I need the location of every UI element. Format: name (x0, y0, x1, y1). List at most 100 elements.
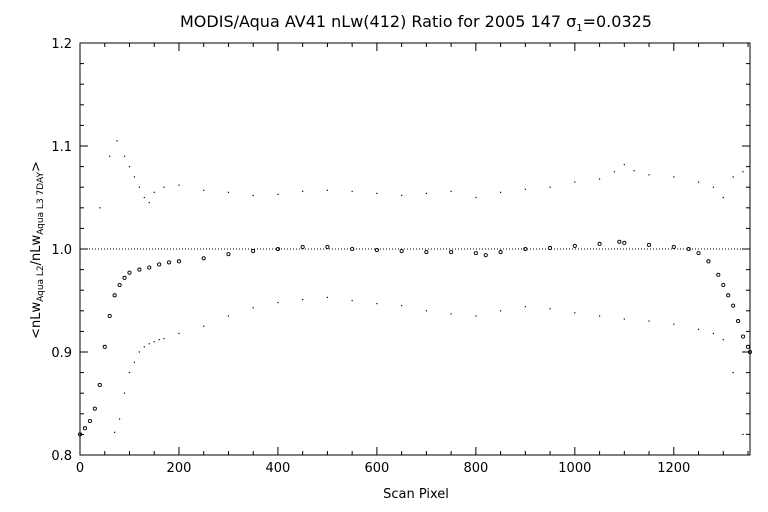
chart-title: MODIS/Aqua AV41 nLw(412) Ratio for 2005 … (180, 12, 652, 34)
y-label-sub1: Aqua L2 (36, 265, 46, 302)
upper-bound-point (116, 140, 118, 142)
lower-bound-point (128, 372, 131, 374)
lower-bound-point (227, 315, 230, 317)
mean-point (745, 344, 751, 349)
lower-bound-point (203, 325, 205, 327)
lower-bound-point (500, 310, 502, 312)
lower-bound-point (138, 351, 140, 353)
mean-point (92, 406, 97, 411)
lower-bound-point (549, 308, 551, 310)
y-label-sub2: Aqua L3 7DAY (36, 172, 46, 235)
lower-bound-point (178, 332, 180, 335)
upper-bound-point (302, 190, 304, 192)
upper-bound-point (633, 170, 635, 172)
lower-bound-point (351, 299, 353, 302)
lower-bound-point (252, 307, 254, 309)
lower-bound-point (742, 433, 744, 435)
mean-point (548, 245, 553, 251)
lower-bound-point (574, 312, 576, 314)
mean-point (686, 246, 691, 252)
upper-bound-point (722, 196, 724, 199)
lower-bound-point (722, 339, 724, 341)
upper-bound-point (712, 186, 714, 188)
y-tick-label: 1.0 (51, 243, 72, 258)
upper-bound-point (475, 196, 477, 199)
lower-bound-point (697, 328, 700, 330)
y-tick-label: 0.9 (51, 346, 72, 361)
mean-point (696, 251, 701, 256)
x-tick-label: 400 (266, 461, 291, 476)
mean-point (275, 246, 280, 252)
lower-bound-point (425, 310, 427, 312)
upper-bound-point (450, 190, 452, 192)
mean-point (622, 240, 627, 245)
chart-title-value: =0.0325 (583, 12, 652, 31)
x-tick-label: 200 (167, 461, 192, 476)
y-tick-label: 1.1 (51, 140, 72, 155)
mean-point (77, 432, 83, 437)
mean-point (731, 303, 736, 308)
lower-bound-point (623, 318, 625, 320)
mean-point (157, 262, 162, 267)
lower-bound-point (158, 339, 160, 341)
mean-point (572, 243, 577, 248)
upper-bound-point (613, 171, 616, 173)
mean-point (741, 334, 746, 339)
lower-bound-point (732, 372, 734, 374)
upper-bound-point (401, 194, 403, 197)
mean-point (176, 259, 182, 264)
upper-bound-point (143, 196, 145, 199)
lower-bound-point (114, 431, 116, 433)
upper-bound-point (732, 176, 734, 178)
mean-point (736, 319, 741, 324)
lower-bound-point (148, 343, 150, 345)
x-axis-label: Scan Pixel (383, 487, 449, 502)
upper-bound-point (524, 188, 526, 190)
lower-bound-point (123, 392, 126, 394)
mean-point (117, 282, 122, 288)
lower-bound-point (524, 306, 526, 308)
axis-ticks: 0 200 400 600 800 1000 1200 0.8 0.9 1.0 1.1 1.2 (51, 37, 750, 476)
mean-point (226, 252, 231, 257)
upper-bound-point (252, 194, 254, 197)
y-tick-label: 0.8 (51, 449, 72, 464)
upper-bound-point (128, 166, 131, 168)
mean-point (726, 293, 731, 298)
lower-bound-point (277, 301, 279, 304)
mean-point (721, 282, 726, 288)
lower-bound-point (475, 315, 477, 317)
mean-point (107, 313, 112, 319)
mean-point (617, 239, 622, 244)
lower-bound-point (133, 361, 136, 363)
upper-bound-point (425, 192, 427, 194)
mean-point (97, 382, 102, 388)
upper-bound-point (123, 155, 126, 157)
lower-bound-point (598, 315, 601, 317)
upper-bound-point (99, 207, 101, 209)
mean-point (201, 256, 206, 261)
lower-bound-point (302, 298, 304, 301)
mean-point (112, 293, 117, 298)
mean-point (167, 260, 172, 265)
lower-bound-point (118, 418, 121, 420)
mean-point (251, 249, 256, 254)
mean-point (87, 418, 92, 424)
mean-point (747, 349, 753, 355)
upper-bound-point (277, 193, 279, 196)
mean-point (127, 270, 132, 275)
chart-title-sigma: σ (566, 12, 576, 31)
y-label-mid: /nLw (29, 234, 44, 265)
lower-bound-point (163, 338, 165, 340)
upper-bound-point (351, 190, 353, 192)
data-points (77, 140, 753, 437)
y-tick-label: 1.2 (51, 37, 72, 52)
mean-point (473, 251, 478, 256)
x-tick-label: 600 (364, 461, 389, 476)
lower-bound-point (450, 313, 452, 315)
upper-bound-point (203, 189, 205, 191)
upper-bound-point (574, 181, 576, 183)
upper-bound-point (163, 186, 165, 188)
upper-bound-point (178, 184, 180, 186)
